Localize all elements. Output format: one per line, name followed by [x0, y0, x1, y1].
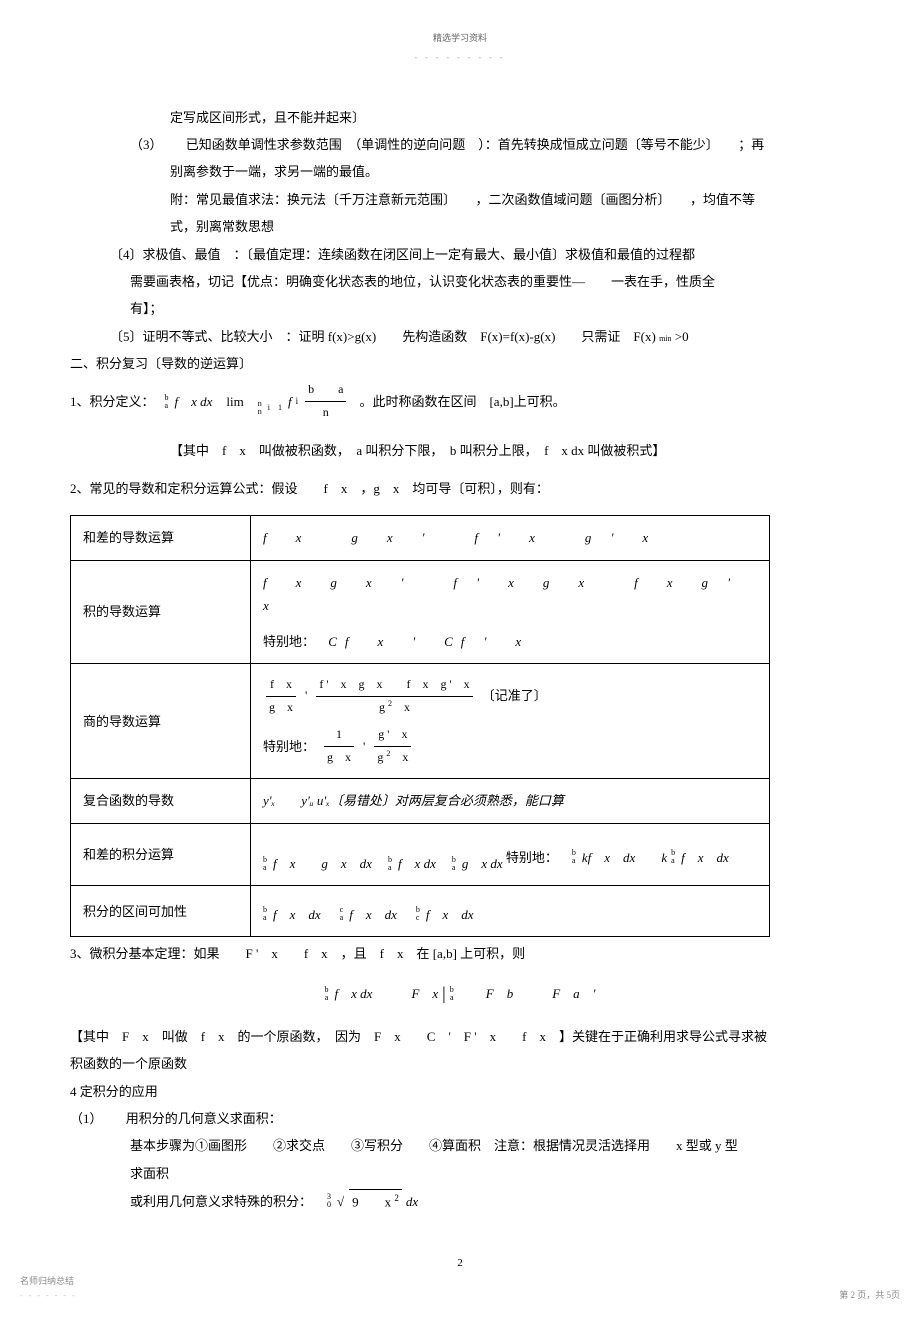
fundamental-theorem: 3、微积分基本定理：如果 F ' x f x ，且 f x 在 [a,b] 上可… [70, 942, 850, 965]
text-line: 需要画表格，切记【优点：明确变化状态表的地位，认识变化状态表的重要性— 一表在手… [70, 270, 850, 293]
quotient-rule: f xg x ' f ' x g x f x g ' xg 2 x 〔记准了〕 [263, 674, 757, 718]
math: ba f x g x dx ba f x dx ba g x dx [263, 852, 503, 875]
special-case: 特别地： 1g x ' g ' xg 2 x [263, 724, 757, 768]
rules-table: 和差的导数运算 f x g x ' f ' x g ' x 积的导数运算 f x… [70, 515, 770, 937]
header-dots: - - - - - - - - - [70, 51, 850, 65]
header-title: 精选学习资料 [70, 30, 850, 46]
table-cell: 积的导数运算 [71, 560, 251, 663]
item-1: （1） 用积分的几何意义求面积： [70, 1107, 850, 1130]
table-cell: ba f x g x dx ba f x dx ba g x dx 特别地： b… [251, 823, 770, 886]
text: 或利用几何意义求特殊的积分： [130, 1190, 312, 1213]
text: 用积分的几何意义求面积： [126, 1111, 282, 1126]
footer-right: 第 2 页，共 5页 [839, 1287, 900, 1303]
math: y'ₓ y'ᵤ u'ₓ〔易错处〕对两层复合必须熟悉，能口算 [263, 793, 564, 808]
table-cell: f x g x ' f ' x g ' x [251, 516, 770, 560]
table-cell: 积分的区间可加性 [71, 886, 251, 937]
theorem-formula: ba f x dx F x | ba F b F a ' [70, 976, 850, 1010]
item-3: （3） 已知函数单调性求参数范围 （单调性的逆向问题 ）：首先转换成恒成立问题〔… [70, 133, 850, 156]
table-cell: y'ₓ y'ᵤ u'ₓ〔易错处〕对两层复合必须熟悉，能口算 [251, 779, 770, 823]
text: 〔5〕证明不等式、比较大小 ：证明 f(x)>g(x) 先构造函数 F(x)=f… [110, 329, 656, 344]
text: 特别地： [263, 634, 315, 649]
subscript-min: min [659, 334, 671, 343]
text: 。此时称函数在区间 [a,b]上可积。 [359, 390, 565, 413]
table-cell: 和差的积分运算 [71, 823, 251, 886]
text-line: 附：常见最值求法：换元法〔千万注意新元范围〕 ，二次函数值域问题〔画图分析〕 ，… [70, 188, 850, 211]
footer-left: 名师归纳总结 - - - - - - - [20, 1273, 77, 1304]
math: ba f x dx ca f x dx bc f x dx [263, 903, 474, 926]
text-line: 【其中 F x 叫做 f x 的一个原函数， 因为 F x C ' F ' x … [70, 1025, 850, 1048]
table-cell: 复合函数的导数 [71, 779, 251, 823]
formula-intro: 2、常见的导数和定积分运算公式：假设 f x ，g x 均可导〔可积〕，则有： [70, 477, 850, 500]
section-2-title: 二、积分复习〔导数的逆运算〕 [70, 352, 850, 375]
text: 特别地： [506, 846, 558, 869]
label: （3） [130, 137, 163, 152]
text-line: 别离参数于一端，求另一端的最值。 [70, 160, 850, 183]
integral-definition: 1、积分定义： ba f x dx lim nn i 1 fi b an 。此时… [70, 379, 850, 423]
item-5: 〔5〕证明不等式、比较大小 ：证明 f(x)>g(x) 先构造函数 F(x)=f… [70, 325, 850, 348]
table-cell: 商的导数运算 [71, 664, 251, 779]
special-case: 特别地： ba kf x dx k ba f x dx [506, 846, 729, 869]
math: 30 √9 x 2dx [327, 1189, 418, 1214]
math: f x g x ' f ' x g ' x [263, 530, 656, 545]
table-cell: 和差的导数运算 [71, 516, 251, 560]
page-number: 2 [70, 1254, 850, 1274]
table-cell: ba f x dx ca f x dx bc f x dx [251, 886, 770, 937]
item-4: 〔4〕求极值、最值 ：〔最值定理：连续函数在闭区间上一定有最大、最小值〕求极值和… [70, 243, 850, 266]
document-body: 定写成区间形式，且不能并起来〕 （3） 已知函数单调性求参数范围 （单调性的逆向… [70, 106, 850, 1274]
text: >0 [675, 329, 689, 344]
text: 已知函数单调性求参数范围 （单调性的逆向问题 ）：首先转换成恒成立问题〔等号不能… [186, 137, 765, 152]
note: 〔记准了〕 [482, 684, 547, 707]
math-expr: ba f x dx lim nn i 1 fi b an [165, 379, 350, 423]
geometric-integral: 或利用几何意义求特殊的积分： 30 √9 x 2dx [70, 1189, 850, 1214]
text-line: 积函数的一个原函数 [70, 1052, 850, 1075]
footer-dots: - - - - - - - [20, 1289, 77, 1303]
label: （1） [70, 1111, 103, 1126]
table-cell: f x g x ' f ' x g x f x g ' x 特别地： Cf x … [251, 560, 770, 663]
text-line: 式，别离常数思想 [70, 215, 850, 238]
text-line: 基本步骤为①画图形 ②求交点 ③写积分 ④算面积 注意：根据情况灵活选择用 x … [70, 1134, 850, 1157]
section-4: 4 定积分的应用 [70, 1080, 850, 1103]
footer-text: 名师归纳总结 [20, 1273, 77, 1289]
text: 1、积分定义： [70, 390, 155, 413]
math: Cf x ' Cf ' x [328, 634, 529, 649]
table-cell: f xg x ' f ' x g x f x g ' xg 2 x 〔记准了〕 … [251, 664, 770, 779]
text-line: 求面积 [70, 1162, 850, 1185]
text-line: 有】； [70, 297, 850, 320]
text-line: 定写成区间形式，且不能并起来〕 [70, 106, 850, 129]
note: 【其中 f x 叫做被积函数， a 叫积分下限， b 叫积分上限， f x dx… [170, 439, 850, 462]
special-case: 特别地： Cf x ' Cf ' x [263, 630, 757, 653]
math: f x g x ' f ' x g x f x g ' x [263, 571, 757, 618]
text: 特别地： [263, 735, 315, 758]
